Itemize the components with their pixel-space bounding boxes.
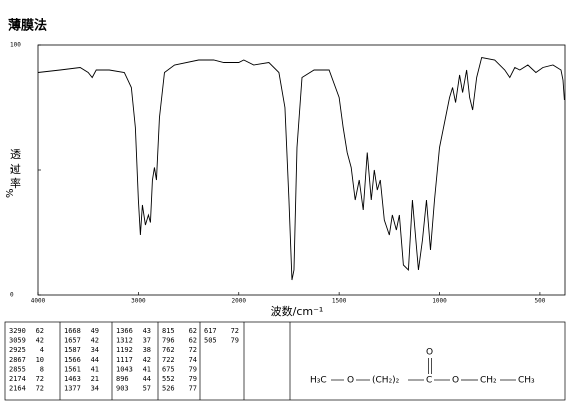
x-tick-label: 4000: [31, 298, 46, 305]
peak-wavenumber: 1561: [64, 365, 81, 373]
x-tick-label: 2000: [232, 298, 247, 305]
peak-wavenumber: 2164: [9, 385, 26, 393]
x-tick-label: 500: [534, 298, 545, 305]
x-tick-label: 3000: [131, 298, 146, 305]
peak-transmittance: 72: [231, 327, 239, 335]
structure: H₃C O (CH₂)₂ C O O CH₂ CH₃: [310, 348, 535, 386]
chem-group: H₃C: [310, 376, 327, 386]
peak-wavenumber: 2855: [9, 365, 26, 373]
x-tick-label: 1500: [332, 298, 347, 305]
chem-group: C: [426, 376, 432, 386]
peak-wavenumber: 1192: [116, 346, 133, 354]
peak-transmittance: 72: [189, 346, 197, 354]
peak-transmittance: 43: [143, 327, 151, 335]
peak-transmittance: 62: [36, 327, 44, 335]
peak-transmittance: 44: [91, 356, 99, 364]
peak-wavenumber: 796: [162, 337, 175, 345]
y-axis-label: 过: [10, 163, 21, 176]
peak-wavenumber: 896: [116, 375, 129, 383]
y-tick-label: 100: [10, 42, 21, 49]
peak-transmittance: 4: [40, 346, 44, 354]
peak-transmittance: 42: [36, 337, 44, 345]
peak-wavenumber: 1463: [64, 375, 81, 383]
peak-wavenumber: 1668: [64, 327, 81, 335]
peak-wavenumber: 1566: [64, 356, 81, 364]
table-border: [4, 321, 566, 401]
peak-transmittance: 41: [91, 365, 99, 373]
peak-wavenumber: 552: [162, 375, 175, 383]
peak-transmittance: 21: [91, 375, 99, 383]
chart-title: 薄膜法: [8, 18, 47, 34]
peak-transmittance: 8: [40, 365, 44, 373]
peak-transmittance: 34: [91, 346, 99, 354]
x-axis-label: 波数/cm⁻¹: [271, 305, 324, 318]
peak-transmittance: 79: [231, 337, 239, 345]
peak-transmittance: 62: [189, 337, 197, 345]
peak-wavenumber: 1377: [64, 385, 81, 393]
x-tick-label: 1000: [432, 298, 447, 305]
peak-transmittance: 74: [189, 356, 197, 364]
chem-group: O: [426, 348, 433, 358]
peak-transmittance: 77: [189, 385, 197, 393]
chem-group: CH₂: [480, 376, 497, 386]
peak-wavenumber: 505: [204, 337, 217, 345]
y-tick-label: 0: [10, 292, 14, 299]
peak-transmittance: 42: [143, 356, 151, 364]
peak-wavenumber: 3290: [9, 327, 26, 335]
peak-transmittance: 49: [91, 327, 99, 335]
peak-transmittance: 10: [36, 356, 44, 364]
peak-wavenumber: 1587: [64, 346, 81, 354]
peak-wavenumber: 762: [162, 346, 175, 354]
peak-transmittance: 79: [189, 365, 197, 373]
peak-transmittance: 41: [143, 365, 151, 373]
peak-wavenumber: 2925: [9, 346, 26, 354]
chem-group: (CH₂)₂: [372, 376, 400, 386]
y-axis-label: 透: [10, 148, 21, 161]
y-axis-label: 率: [10, 176, 21, 190]
chem-group: CH₃: [518, 376, 535, 386]
peak-wavenumber: 2174: [9, 375, 26, 383]
y-tick-label: 50: [10, 167, 18, 174]
peak-transmittance: 57: [143, 385, 151, 393]
peak-wavenumber: 526: [162, 385, 175, 393]
peak-transmittance: 38: [143, 346, 151, 354]
peak-wavenumber: 815: [162, 327, 175, 335]
peak-wavenumber: 675: [162, 365, 175, 373]
peak-transmittance: 62: [189, 327, 197, 335]
peak-wavenumber: 1366: [116, 327, 133, 335]
peak-transmittance: 42: [91, 337, 99, 345]
peak-wavenumber: 903: [116, 385, 129, 393]
peak-wavenumber: 617: [204, 327, 217, 335]
peak-transmittance: 79: [189, 375, 197, 383]
chem-group: O: [347, 376, 354, 386]
peak-transmittance: 72: [36, 375, 44, 383]
y-axis-label: %: [5, 188, 16, 198]
peak-transmittance: 72: [36, 385, 44, 393]
peak-wavenumber: 2867: [9, 356, 26, 364]
peak-wavenumber: 722: [162, 356, 175, 364]
peak-transmittance: 34: [91, 385, 99, 393]
peak-wavenumber: 3059: [9, 337, 26, 345]
peak-wavenumber: 1043: [116, 365, 133, 373]
peak-wavenumber: 1657: [64, 337, 81, 345]
spectrum-line: [37, 56, 565, 281]
peak-transmittance: 44: [143, 375, 151, 383]
peak-wavenumber: 1312: [116, 337, 133, 345]
peak-transmittance: 37: [143, 337, 151, 345]
peak-wavenumber: 1117: [116, 356, 133, 364]
chem-group: O: [452, 376, 459, 386]
